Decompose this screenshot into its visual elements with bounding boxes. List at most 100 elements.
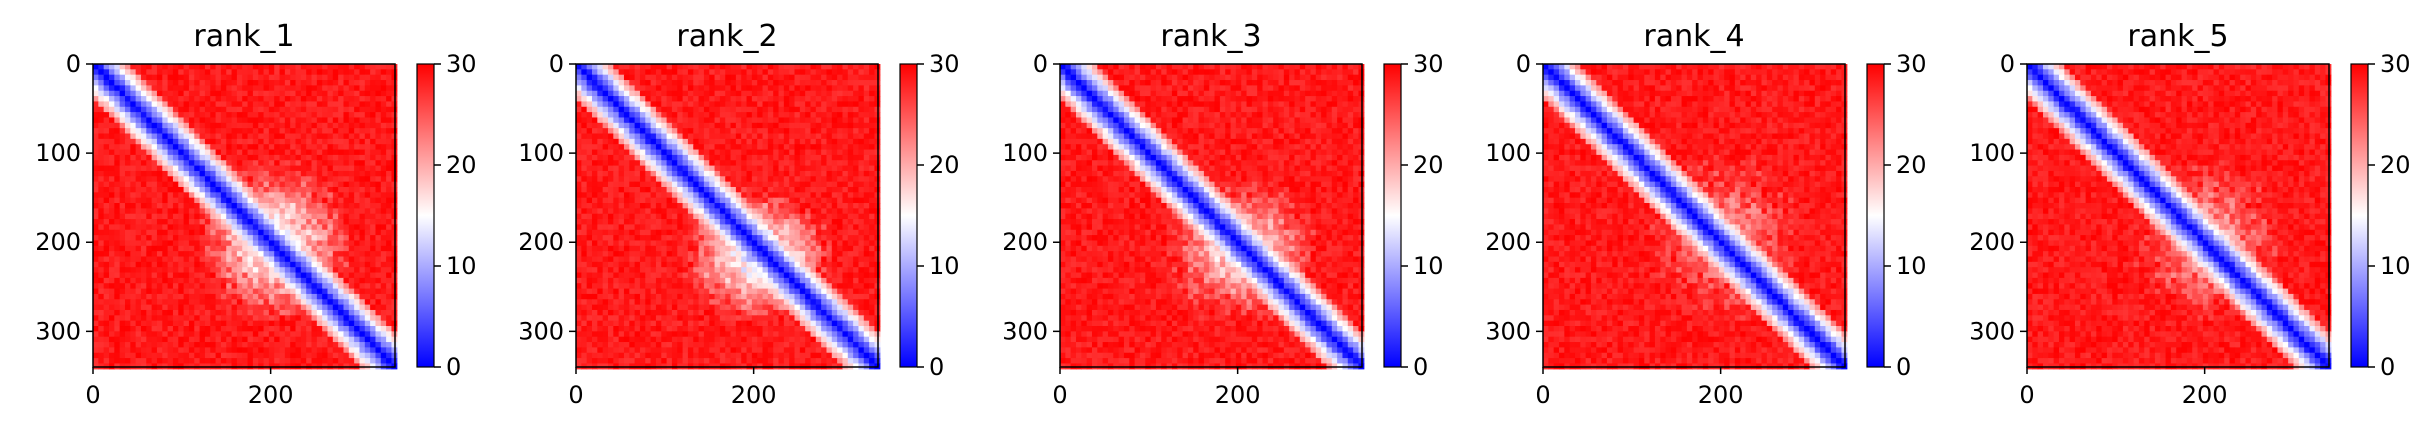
heatmap-cell <box>146 229 153 236</box>
heatmap-cell <box>311 245 318 252</box>
heatmap-cell <box>220 235 227 242</box>
heatmap-cell <box>354 197 361 204</box>
heatmap-cell <box>613 170 620 177</box>
heatmap-cell <box>613 213 620 220</box>
heatmap-cell <box>162 64 169 70</box>
heatmap-cell <box>322 261 329 268</box>
heatmap-cell <box>290 197 297 204</box>
heatmap-cell <box>338 245 345 252</box>
heatmap-cell <box>687 160 694 167</box>
heatmap-cell <box>300 224 307 231</box>
heatmap-cell <box>821 122 828 129</box>
heatmap-cell <box>607 122 614 129</box>
heatmap-cell <box>231 69 238 76</box>
heatmap-cell <box>639 149 646 156</box>
heatmap-cell <box>284 358 291 365</box>
heatmap-cell <box>247 170 254 177</box>
heatmap-cell <box>316 326 323 332</box>
heatmap-cell <box>178 138 185 145</box>
heatmap-cell <box>268 342 275 348</box>
heatmap-cell <box>274 106 281 113</box>
heatmap-cell <box>746 117 753 124</box>
heatmap-cell <box>338 213 345 220</box>
heatmap-cell <box>215 208 222 215</box>
heatmap-cell <box>746 208 753 215</box>
heatmap-cell <box>279 256 286 263</box>
heatmap-cell <box>762 176 769 183</box>
heatmap-cell <box>210 128 217 135</box>
heatmap-cell <box>135 229 142 236</box>
heatmap-cell <box>130 149 137 156</box>
heatmap-cell <box>735 144 742 151</box>
heatmap-cell <box>338 288 345 295</box>
heatmap-cell <box>178 197 185 204</box>
heatmap-cell <box>231 326 238 332</box>
heatmap-cell <box>295 122 302 129</box>
heatmap-cell <box>306 122 313 129</box>
heatmap-cell <box>146 342 153 348</box>
heatmap-cell <box>290 240 297 247</box>
heatmap-cell <box>359 309 366 316</box>
heatmap-cell <box>602 165 609 172</box>
heatmap-cell <box>178 213 185 220</box>
heatmap-cell <box>306 112 313 119</box>
heatmap-cell <box>618 208 625 215</box>
heatmap-cell <box>805 112 812 119</box>
heatmap-cell <box>306 186 313 193</box>
heatmap-cell <box>93 85 99 92</box>
heatmap-cell <box>178 245 185 252</box>
heatmap-cell <box>613 117 620 124</box>
heatmap-cell <box>687 128 694 135</box>
heatmap-cell <box>869 133 876 140</box>
heatmap-cell <box>853 138 860 145</box>
heatmap-cell <box>359 288 366 295</box>
heatmap-cell <box>172 112 179 119</box>
heatmap-cell <box>789 208 796 215</box>
heatmap-cell <box>386 336 393 343</box>
heatmap-cell <box>279 176 286 183</box>
heatmap-cell <box>311 251 318 258</box>
heatmap-cell <box>576 224 582 231</box>
heatmap-cell <box>799 197 806 204</box>
heatmap-cell <box>762 219 769 226</box>
heatmap-cell <box>645 170 652 177</box>
heatmap-cell <box>274 149 281 156</box>
heatmap-cell <box>130 224 137 231</box>
heatmap-cell <box>311 165 318 172</box>
heatmap-cell <box>364 358 371 365</box>
heatmap-cell <box>311 112 318 119</box>
heatmap-cell <box>204 101 211 108</box>
heatmap-cell <box>162 192 169 199</box>
heatmap-cell <box>274 128 281 135</box>
heatmap-cell <box>767 64 774 70</box>
heatmap-cell <box>359 240 366 247</box>
heatmap-cell <box>119 336 126 343</box>
heatmap-cell <box>703 186 710 193</box>
heatmap-cell <box>666 133 673 140</box>
heatmap-cell <box>327 219 334 226</box>
heatmap-cell <box>709 64 716 70</box>
heatmap-cell <box>629 106 636 113</box>
heatmap-cell <box>794 160 801 167</box>
heatmap-cell <box>242 197 249 204</box>
heatmap-cell <box>98 229 105 236</box>
heatmap-cell <box>730 74 737 81</box>
heatmap-cell <box>151 154 158 161</box>
heatmap-cell <box>236 331 243 338</box>
heatmap-cell <box>645 69 652 76</box>
heatmap-cell <box>178 315 185 322</box>
heatmap-cell <box>693 106 700 113</box>
heatmap-cell <box>634 80 641 86</box>
heatmap-cell <box>108 160 115 167</box>
heatmap-cell <box>146 181 153 188</box>
heatmap-cell <box>576 133 582 140</box>
heatmap-cell <box>146 267 153 274</box>
heatmap-cell <box>858 154 865 161</box>
heatmap-cell <box>821 128 828 135</box>
heatmap-cell <box>380 219 387 226</box>
heatmap-cell <box>741 64 748 70</box>
heatmap-cell <box>815 176 822 183</box>
heatmap-cell <box>242 277 249 284</box>
heatmap-cell <box>268 64 275 70</box>
heatmap-cell <box>103 106 110 113</box>
